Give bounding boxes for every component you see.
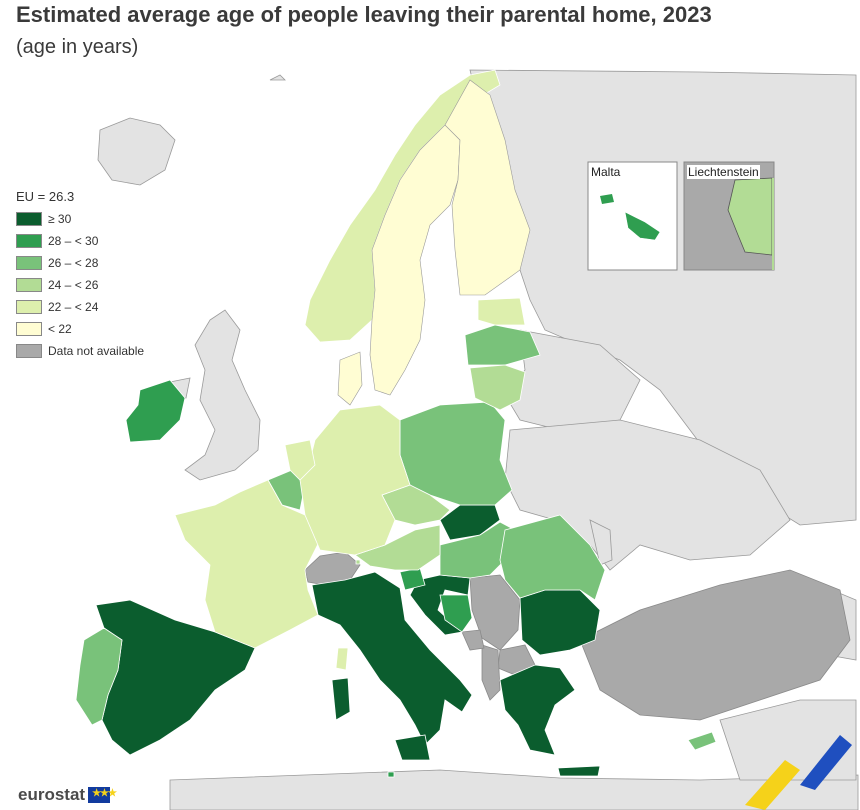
legend-item: 26 – < 28 (16, 252, 144, 274)
eurostat-stripes-logo (745, 735, 852, 810)
legend-eu-value: EU = 26.3 (16, 189, 75, 204)
legend-swatch (16, 256, 42, 270)
inset-austria-shape (772, 178, 774, 270)
legend-label: 24 – < 26 (48, 278, 99, 292)
inset-liechtenstein-label: Liechtenstein (687, 165, 760, 179)
legend-label: Data not available (48, 344, 145, 358)
legend-swatch (16, 278, 42, 292)
legend-label: ≥ 30 (48, 212, 72, 226)
region-cyprus (687, 731, 717, 751)
region-switzerland-context (269, 74, 286, 81)
region-serbia (469, 574, 521, 651)
legend-item: ≥ 30 (16, 208, 144, 230)
legend-swatch (16, 344, 42, 358)
map-legend: EU = 26.3 ≥ 30 28 – < 30 26 – < 28 24 – < 2… (16, 189, 144, 362)
region-sweden (369, 124, 461, 396)
legend-label: 28 – < 30 (48, 234, 99, 248)
legend-label: 26 – < 28 (48, 256, 99, 270)
region-romania (499, 514, 606, 601)
region-sardinia (331, 677, 351, 721)
region-netherlands (284, 439, 316, 481)
region-iceland (97, 117, 176, 186)
region-corsica (335, 647, 349, 671)
page-title: Estimated average age of people leaving … (16, 2, 712, 27)
legend-swatch (16, 300, 42, 314)
inset-malta (587, 161, 678, 271)
region-finland (444, 79, 531, 296)
inset-liechtenstein (683, 161, 775, 271)
eu-flag-icon: ★★★ (88, 787, 117, 803)
legend-item: 22 – < 24 (16, 296, 144, 318)
region-malta-mainland (387, 771, 395, 778)
region-italy (311, 571, 473, 746)
inset-malta-label: Malta (591, 165, 621, 179)
eurostat-logo: eurostat ★★★ (18, 785, 117, 805)
region-switzerland (304, 551, 361, 586)
region-liechtenstein (355, 559, 361, 565)
legend-item: Data not available (16, 340, 144, 362)
region-albania (481, 644, 501, 701)
legend-swatch (16, 322, 42, 336)
region-france (174, 479, 321, 649)
region-montenegro (461, 629, 485, 651)
region-czechia (381, 484, 451, 526)
region-austria (354, 524, 441, 571)
legend-label: < 22 (48, 322, 72, 336)
region-portugal (75, 627, 123, 726)
legend-swatch (16, 234, 42, 248)
region-turkey (579, 569, 851, 721)
region-ireland (125, 379, 186, 443)
region-germany (299, 404, 411, 556)
region-lithuania (469, 364, 526, 411)
inset-malta-island (624, 211, 661, 241)
page-subtitle: (age in years) (16, 36, 139, 58)
region-denmark (337, 351, 363, 406)
region-moldova (589, 519, 613, 566)
legend-label: 22 – < 24 (48, 300, 99, 314)
region-crete (557, 765, 601, 777)
region-uk (184, 309, 261, 481)
eurostat-logo-text: eurostat (18, 785, 86, 804)
region-greece (499, 664, 576, 756)
region-estonia (477, 297, 526, 326)
legend-swatch (16, 212, 42, 226)
legend-item: 24 – < 26 (16, 274, 144, 296)
inset-gozo-island (600, 194, 614, 204)
legend-item: < 22 (16, 318, 144, 340)
region-sicily (394, 734, 431, 761)
region-bosnia (439, 594, 473, 633)
legend-item: 28 – < 30 (16, 230, 144, 252)
